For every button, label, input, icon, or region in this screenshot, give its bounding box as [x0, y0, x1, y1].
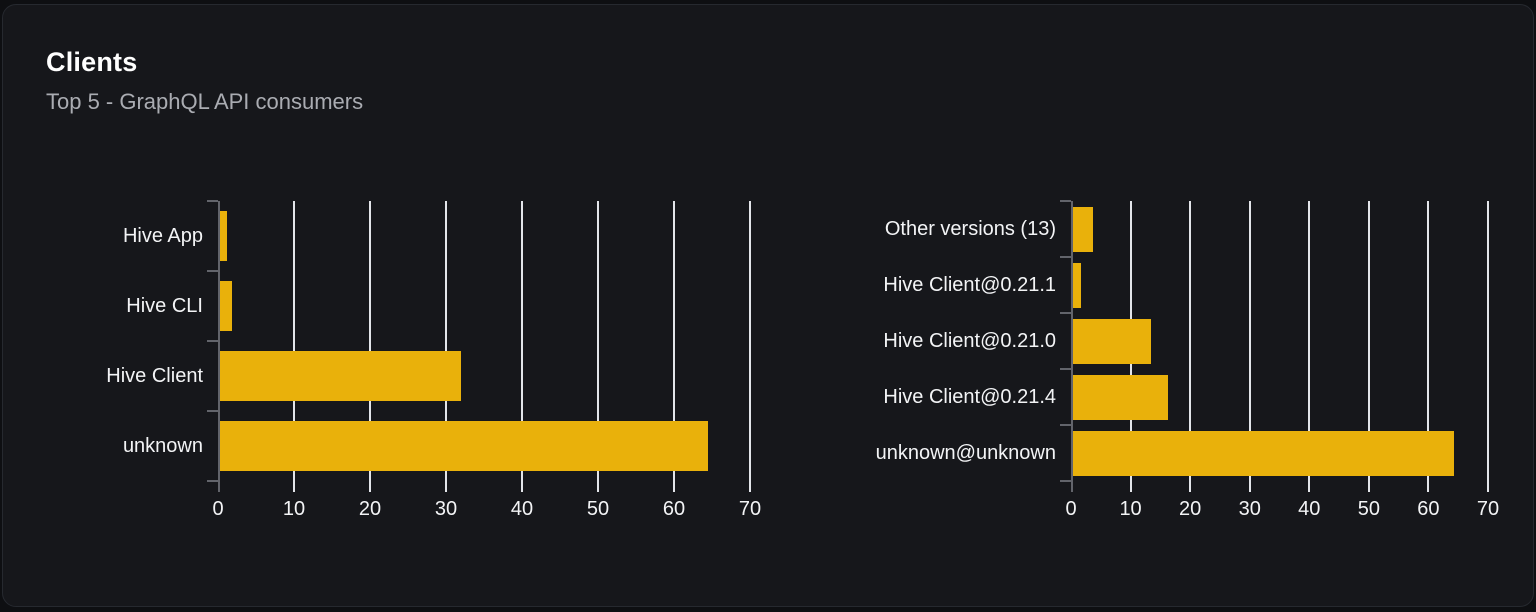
category-axis: Hive App Hive CLI Hive Client unknown	[46, 201, 218, 481]
x-tick-label: 10	[282, 498, 306, 521]
category-label: unknown@unknown	[875, 441, 1056, 464]
category-label: Hive Client	[106, 364, 203, 387]
y-axis-tick	[207, 410, 218, 413]
gridline	[521, 201, 523, 493]
gridline	[749, 201, 751, 493]
category-label: Hive Client@0.21.0	[883, 329, 1056, 352]
x-tick-label: 60	[662, 498, 686, 521]
x-tick-label: 0	[1065, 498, 1077, 521]
gridline	[597, 201, 599, 493]
gridline	[1487, 201, 1489, 493]
charts-row: Hive App Hive CLI Hive Client unknown 0 10 20…	[3, 200, 1533, 520]
chart-bar[interactable]	[1073, 207, 1094, 252]
x-tick-label: 0	[212, 498, 224, 521]
category-axis: Other versions (13) Hive Client@0.21.1 Hiv…	[784, 201, 1071, 481]
y-axis-tick	[207, 270, 218, 273]
plot-area: 0 10 20 30 40 50 60 70	[1060, 200, 1499, 520]
chart-bar[interactable]	[1073, 375, 1168, 420]
x-tick-label: 20	[1179, 498, 1202, 521]
category-label: unknown	[122, 434, 203, 457]
x-tick-label: 50	[586, 498, 610, 521]
gridline	[445, 201, 447, 493]
chart-bar[interactable]	[1073, 263, 1082, 308]
gridline	[369, 201, 371, 493]
category-label: Other versions (13)	[884, 217, 1056, 240]
y-axis-tick	[207, 480, 218, 483]
y-axis-tick	[1060, 200, 1071, 203]
y-axis-tick	[1060, 424, 1071, 427]
chart-bar[interactable]	[1073, 319, 1152, 364]
gridline	[1189, 201, 1192, 493]
y-axis-tick	[1060, 256, 1071, 259]
y-axis-tick	[1060, 312, 1071, 315]
y-axis-tick	[207, 200, 218, 203]
x-tick-label: 30	[1238, 498, 1261, 521]
category-label: Hive CLI	[126, 294, 203, 317]
chart-bar[interactable]	[1073, 431, 1455, 476]
x-tick-label: 70	[1476, 498, 1500, 521]
y-axis-tick	[1060, 368, 1071, 371]
chart-bar[interactable]	[220, 281, 232, 332]
chart-clients: Hive App Hive CLI Hive Client unknown 0 10 20…	[46, 200, 761, 520]
x-tick-label: 10	[1119, 498, 1142, 521]
card-title: Clients	[46, 47, 138, 77]
gridline	[1367, 201, 1370, 493]
x-tick-label: 60	[1417, 498, 1440, 521]
x-tick-label: 50	[1357, 498, 1380, 521]
gridline	[1308, 201, 1311, 493]
y-axis	[218, 201, 220, 493]
gridline	[673, 201, 675, 493]
gridline	[293, 201, 295, 493]
y-axis	[1071, 201, 1073, 493]
plot-area: 0 10 20 30 40 50 60 70	[207, 200, 761, 520]
x-tick-label: 40	[1298, 498, 1321, 521]
card-subtitle: Top 5 - GraphQL API consumers	[46, 89, 364, 115]
gridline	[1427, 201, 1430, 493]
chart-bar[interactable]	[220, 211, 228, 262]
gridline	[1248, 201, 1251, 493]
category-label: Hive Client@0.21.4	[883, 385, 1056, 408]
chart-bar[interactable]	[220, 351, 462, 402]
y-axis-tick	[1060, 480, 1071, 483]
x-tick-label: 40	[510, 498, 534, 521]
chart-bar[interactable]	[220, 421, 709, 472]
category-label: Hive Client@0.21.1	[883, 273, 1056, 296]
x-tick-label: 20	[358, 498, 382, 521]
category-label: Hive App	[122, 224, 203, 247]
y-axis-tick	[207, 340, 218, 343]
card-header: Clients Top 5 - GraphQL API consumers	[3, 5, 1533, 115]
x-tick-label: 70	[738, 498, 762, 521]
chart-client-versions: Other versions (13) Hive Client@0.21.1 Hiv…	[784, 200, 1499, 520]
clients-card: Clients Top 5 - GraphQL API consumers Hi…	[2, 4, 1534, 607]
x-tick-label: 30	[434, 498, 458, 521]
